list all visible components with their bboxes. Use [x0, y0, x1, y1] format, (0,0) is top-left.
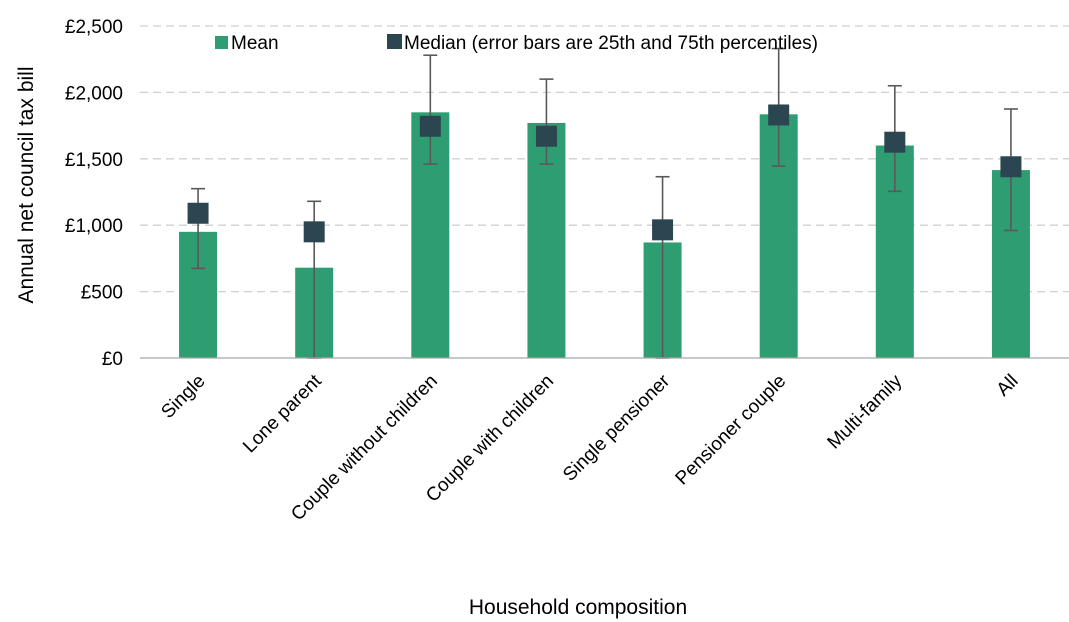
y-tick-label: £2,500: [65, 17, 123, 38]
y-tick-label: £2,000: [65, 83, 123, 104]
median-marker: [1000, 156, 1022, 178]
x-tick-label: Couple with children: [422, 371, 558, 507]
legend: Mean Median (error bars are 25th and 75t…: [215, 33, 818, 54]
legend-mean-swatch: [215, 36, 228, 49]
legend-mean-label: Mean: [231, 33, 279, 54]
median-marker: [419, 115, 441, 137]
gridlines: [140, 25, 1069, 293]
x-tick-label: Multi-family: [824, 370, 907, 453]
legend-median-label: Median (error bars are 25th and 75th per…: [404, 33, 818, 54]
x-tick-label: All: [993, 371, 1023, 401]
x-tick-label: Pensioner couple: [672, 371, 791, 490]
median-marker: [652, 219, 674, 241]
median-marker: [303, 221, 325, 243]
median-marker: [535, 125, 557, 147]
median-marker: [884, 131, 906, 153]
mean-bars: [179, 112, 1030, 358]
median-markers: [187, 104, 1022, 243]
x-axis-label: Household composition: [469, 596, 687, 619]
y-axis-label: Annual net council tax bill: [15, 67, 38, 304]
median-marker: [768, 104, 790, 126]
y-tick-label: £500: [81, 283, 123, 304]
legend-median-swatch: [387, 34, 402, 49]
y-tick-label: £0: [102, 349, 123, 370]
median-marker: [187, 202, 209, 224]
x-tick-label: Single pensioner: [559, 370, 674, 485]
x-tick-label: Single: [157, 371, 209, 423]
y-tick-label: £1,000: [65, 216, 123, 237]
y-tick-label: £1,500: [65, 150, 123, 171]
y-tick-labels: £0 £500 £1,000 £1,500 £2,000 £2,500: [65, 17, 123, 370]
x-tick-label: Lone parent: [239, 370, 326, 457]
